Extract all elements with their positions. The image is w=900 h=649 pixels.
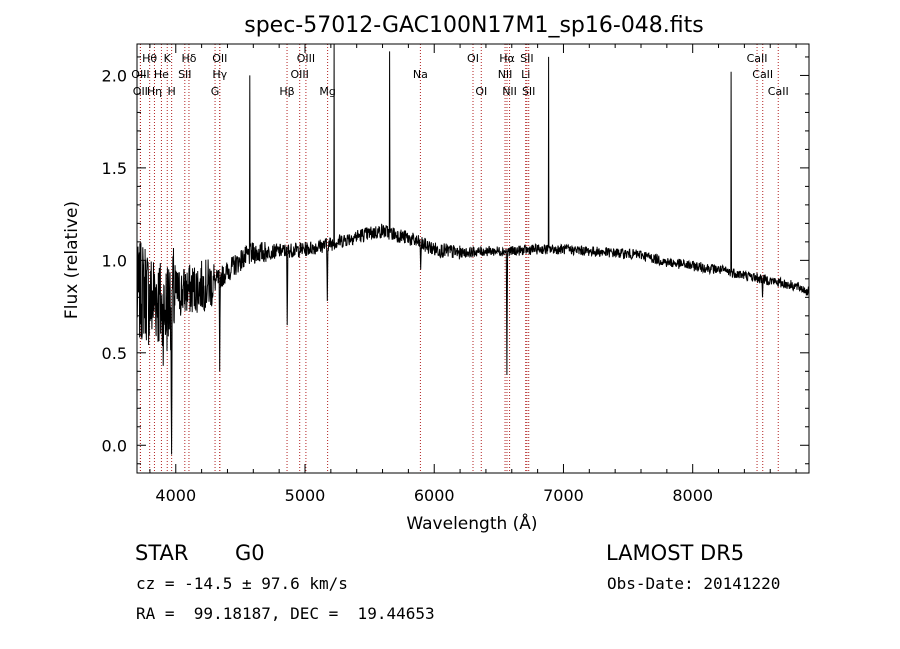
line-label: CaII (752, 68, 773, 81)
y-tick-label: 2.0 (102, 66, 127, 85)
survey-label: LAMOST DR5 (606, 541, 745, 565)
line-label: SII (178, 68, 191, 81)
x-tick-label: 5000 (285, 486, 326, 505)
line-label: He (154, 68, 169, 81)
line-labels: Hθ K Hδ OII OIII OI Hα SII CaII OIII He SII Hγ OIII Na… (131, 52, 788, 98)
y-axis-ticks: 0.0 0.5 1.0 1.5 2.0 (102, 56, 809, 465)
line-label: Hθ (142, 52, 157, 65)
line-label: Hγ (212, 68, 227, 81)
line-label: G (211, 85, 220, 98)
line-label: OIII (131, 68, 149, 81)
line-label: Hα (499, 52, 515, 65)
y-tick-label: 0.0 (102, 436, 127, 455)
line-label: OIII (297, 52, 315, 65)
coords-label: RA = 99.18187, DEC = 19.44653 (136, 604, 435, 623)
y-tick-label: 1.5 (102, 159, 127, 178)
redshift-label: cz = -14.5 ± 97.6 km/s (136, 574, 348, 593)
x-tick-label: 7000 (543, 486, 584, 505)
line-label: Mg (319, 85, 335, 98)
class-label: STAR (135, 541, 189, 565)
plot-frame (136, 43, 810, 474)
line-label: Li (521, 68, 530, 81)
x-axis-ticks: 4000 5000 6000 7000 8000 (149, 44, 797, 505)
chart-title: spec-57012-GAC100N17M1_sp16-048.fits (244, 13, 704, 38)
x-tick-label: 6000 (414, 486, 455, 505)
obs-date-label: Obs-Date: 20141220 (607, 574, 781, 593)
line-label: K (164, 52, 172, 65)
line-label: SII (520, 52, 533, 65)
x-axis-label: Wavelength (Å) (406, 512, 537, 534)
line-label: Hη (147, 85, 162, 98)
y-axis-label: Flux (relative) (62, 201, 82, 319)
line-label: NII (502, 85, 517, 98)
line-label: OII (212, 52, 227, 65)
line-label: Hδ (181, 52, 196, 65)
y-tick-label: 0.5 (102, 344, 127, 363)
line-label: Na (413, 68, 428, 81)
line-label: CaII (747, 52, 768, 65)
line-label: OIII (291, 68, 309, 81)
line-label: OI (475, 85, 487, 98)
line-label: OI (467, 52, 479, 65)
subclass-label: G0 (235, 541, 265, 565)
spectrum-line (136, 43, 810, 455)
line-label: H (167, 85, 175, 98)
x-tick-label: 8000 (672, 486, 713, 505)
y-tick-label: 1.0 (102, 251, 127, 270)
x-tick-label: 4000 (155, 486, 196, 505)
line-label: SII (522, 85, 535, 98)
line-label: Hβ (279, 85, 294, 98)
line-label: CaII (768, 85, 789, 98)
line-label: OII (133, 85, 148, 98)
line-label: NII (498, 68, 513, 81)
